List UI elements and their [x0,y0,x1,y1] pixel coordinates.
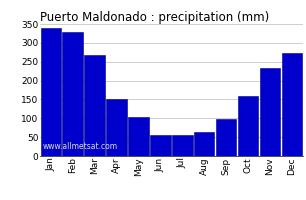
Bar [106,99,127,156]
Bar [62,32,83,156]
Bar [84,55,105,156]
Bar [260,68,280,156]
Bar [216,119,236,156]
Bar [128,117,149,156]
Text: www.allmetsat.com: www.allmetsat.com [43,142,118,151]
Bar [282,53,302,156]
Bar [172,135,192,156]
Bar [194,132,215,156]
Bar [238,96,258,156]
Text: Puerto Maldonado : precipitation (mm): Puerto Maldonado : precipitation (mm) [40,11,269,24]
Bar [41,28,61,156]
Bar [150,135,170,156]
